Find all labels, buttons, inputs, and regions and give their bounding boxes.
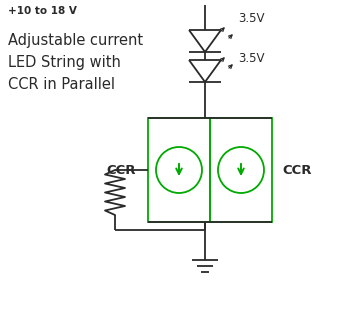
Text: 3.5V: 3.5V: [238, 52, 264, 65]
Text: CCR in Parallel: CCR in Parallel: [8, 77, 115, 92]
Bar: [148, 118, 210, 222]
Text: CCR: CCR: [282, 163, 312, 176]
Bar: [210, 118, 272, 222]
Text: Adjustable current: Adjustable current: [8, 33, 143, 48]
Text: 3.5V: 3.5V: [238, 11, 264, 24]
Text: CCR: CCR: [107, 163, 136, 176]
Text: LED String with: LED String with: [8, 55, 121, 70]
Text: +10 to 18 V: +10 to 18 V: [8, 6, 77, 16]
